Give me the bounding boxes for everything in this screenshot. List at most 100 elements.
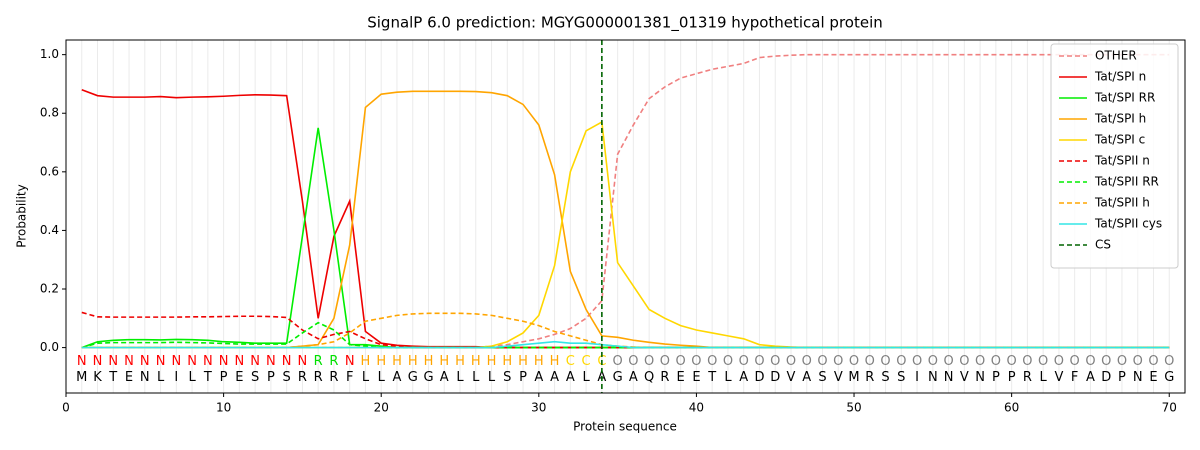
residue-label: N [140,354,150,369]
residue: L [362,370,370,385]
residue-label: N [93,354,103,369]
residue-label: H [534,354,544,369]
residue: L [157,370,165,385]
residue: A [629,370,638,385]
residue-label: O [912,354,922,369]
residue-label: C [566,354,575,369]
residue: N [928,370,938,385]
residue-label: H [392,354,402,369]
residue-label: O [1085,354,1095,369]
residue: K [93,370,102,385]
residue-label: N [345,354,355,369]
residue: P [267,370,275,385]
legend-label: Tat/SPII n [1094,154,1150,168]
residue-label: O [1117,354,1127,369]
residue: D [754,370,764,385]
residue: A [440,370,449,385]
residue: S [283,370,291,385]
residue-label: O [1022,354,1032,369]
residue-label: O [896,354,906,369]
residue-label: O [707,354,717,369]
x-tick-label: 60 [1004,401,1019,415]
x-tick-label: 40 [689,401,704,415]
residue-label: N [156,354,166,369]
residue-label: H [471,354,481,369]
y-tick-label: 0.8 [40,106,59,120]
residue-label: O [660,354,670,369]
series-line [81,90,1170,349]
residue: V [834,370,843,385]
residue-label: O [1038,354,1048,369]
residue: R [298,370,307,385]
residue: D [770,370,780,385]
residue: P [1008,370,1016,385]
residue-label: N [219,354,229,369]
residue: N [975,370,985,385]
residue: R [329,370,338,385]
residue: A [566,370,575,385]
residue-label: O [613,354,623,369]
residue: I [174,370,178,385]
residue: N [1133,370,1143,385]
residue: S [251,370,259,385]
legend-label: Tat/SPI RR [1094,91,1155,105]
series-line [81,89,1170,349]
residue: M [848,370,859,385]
residue-label: N [108,354,118,369]
residue: G [613,370,623,385]
residue: V [787,370,796,385]
residue: S [503,370,511,385]
residue: P [519,370,527,385]
legend: OTHER Tat/SPI n Tat/SPI RR Tat/SPI h Tat/SPI… [1050,43,1179,269]
residue-label: H [439,354,449,369]
residue-label: O [802,354,812,369]
residue: G [408,370,418,385]
residue-label: C [582,354,591,369]
legend-label: Tat/SPI h [1094,112,1146,126]
residue-label: N [171,354,181,369]
residue: I [915,370,919,385]
residue: E [235,370,243,385]
residue: N [140,370,150,385]
residue: A [550,370,559,385]
legend-label: OTHER [1095,49,1137,63]
legend-label: CS [1095,238,1111,252]
residue: T [108,370,117,385]
residue-label: O [1133,354,1143,369]
x-tick-label: 20 [374,401,389,415]
residue-label: O [865,354,875,369]
residue-label: O [754,354,764,369]
residue-label: O [691,354,701,369]
residue: R [1023,370,1032,385]
residue: D [1101,370,1111,385]
residue-label: N [266,354,276,369]
residue-label: O [991,354,1001,369]
residue: M [76,370,87,385]
residue: N [944,370,954,385]
residue: L [472,370,480,385]
residue: R [660,370,669,385]
residue: R [314,370,323,385]
residue: P [992,370,1000,385]
legend-label: Tat/SPI c [1094,133,1145,147]
residue: A [534,370,543,385]
x-tick-label: 30 [531,401,546,415]
residue-label: R [314,354,323,369]
residue-label: N [234,354,244,369]
residue-label: O [1148,354,1158,369]
residue-label: H [376,354,386,369]
residue: E [125,370,133,385]
residue: A [393,370,402,385]
residue-label: O [770,354,780,369]
legend-label: Tat/SPII h [1094,196,1150,210]
residue-label: O [817,354,827,369]
residue: L [378,370,386,385]
residue-label: O [928,354,938,369]
residue: P [1118,370,1126,385]
residue-label: N [282,354,292,369]
residue: G [423,370,433,385]
y-axis-label: Probability [15,184,29,247]
x-tick-label: 0 [62,401,70,415]
y-tick-label: 0.0 [40,340,59,354]
residue-label: O [1101,354,1111,369]
